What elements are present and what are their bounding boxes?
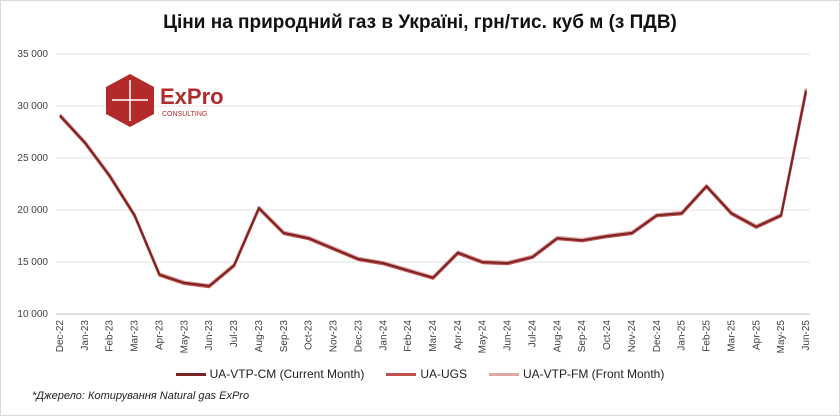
x-tick-label: Aug-23 [254, 320, 265, 353]
legend-swatch-ugs [386, 372, 417, 376]
x-tick-label: Apr-23 [154, 320, 165, 350]
x-tick-label: Sep-23 [279, 320, 290, 353]
x-tick-label: Apr-24 [453, 320, 464, 350]
x-tick-label: Mar-23 [130, 320, 141, 352]
x-tick-label: Sep-24 [577, 320, 588, 353]
logo-mark: ExPro CONSULTING [106, 74, 224, 127]
legend-item-cm: UA-VTP-CM (Current Month) [175, 367, 365, 381]
legend-item-ugs: UA-UGS [386, 367, 467, 381]
y-tick-label: 25 000 [17, 153, 48, 164]
x-tick-label: Feb-23 [105, 320, 116, 352]
x-tick-label: Jun-23 [204, 320, 215, 351]
y-tick-label: 20 000 [17, 205, 48, 216]
x-axis-ticks: Dec-22 Jan-23 Feb-23 Mar-23 Apr-23 May-23 Jun-… [55, 320, 812, 354]
x-tick-label: Oct-23 [304, 320, 315, 350]
x-tick-label: Oct-24 [602, 320, 613, 350]
series-line-0 [59, 90, 807, 287]
x-tick-label: Nov-23 [329, 320, 340, 353]
x-tick-label: Jan-23 [80, 320, 91, 351]
x-tick-label: Apr-25 [751, 320, 762, 350]
legend-label-ugs: UA-UGS [420, 367, 467, 381]
x-tick-label: Mar-25 [726, 320, 737, 352]
source-note: *Джерело: Котирування Natural gas ExPro [32, 390, 250, 402]
legend: UA-VTP-CM (Current Month) UA-UGS UA-VTP-… [0, 367, 840, 381]
x-tick-label: Jul-24 [527, 320, 538, 348]
x-tick-label: Jul-23 [229, 320, 240, 348]
legend-label-fm: UA-VTP-FM (Front Month) [523, 367, 665, 381]
logo-sub: CONSULTING [162, 111, 207, 118]
x-tick-label: Dec-23 [353, 320, 364, 353]
logo-name: ExPro [160, 84, 224, 109]
legend-item-fm: UA-VTP-FM (Front Month) [489, 367, 664, 381]
x-tick-label: Jun-24 [503, 320, 514, 351]
y-tick-label: 30 000 [17, 101, 48, 112]
chart-title: Ціни на природний газ в Україні, грн/тис… [163, 12, 677, 33]
x-tick-label: Aug-24 [552, 320, 563, 353]
y-tick-label: 35 000 [17, 49, 48, 60]
x-tick-label: Jan-24 [378, 320, 389, 351]
x-tick-label: Mar-24 [428, 320, 439, 352]
y-tick-label: 15 000 [17, 257, 48, 268]
x-tick-label: Feb-25 [702, 320, 713, 352]
legend-swatch-cm [175, 372, 206, 376]
x-tick-label: Jan-25 [677, 320, 688, 351]
x-tick-label: Dec-22 [55, 320, 66, 353]
y-tick-label: 10 000 [17, 309, 48, 320]
x-tick-label: May-24 [478, 320, 489, 354]
legend-swatch-fm [489, 372, 519, 376]
x-tick-label: Dec-24 [652, 320, 663, 353]
x-tick-label: Nov-24 [627, 320, 638, 353]
series-lines [59, 88, 808, 289]
x-tick-label: Feb-24 [403, 320, 414, 352]
x-tick-label: Jun-25 [801, 320, 812, 351]
x-tick-label: May-25 [776, 320, 787, 354]
y-axis-ticks: 10 000 15 000 20 000 25 000 30 000 35 000 [17, 49, 48, 320]
legend-label-cm: UA-VTP-CM (Current Month) [209, 367, 365, 381]
expro-logo: ExPro CONSULTING [106, 74, 246, 135]
x-tick-label: May-23 [179, 320, 190, 354]
